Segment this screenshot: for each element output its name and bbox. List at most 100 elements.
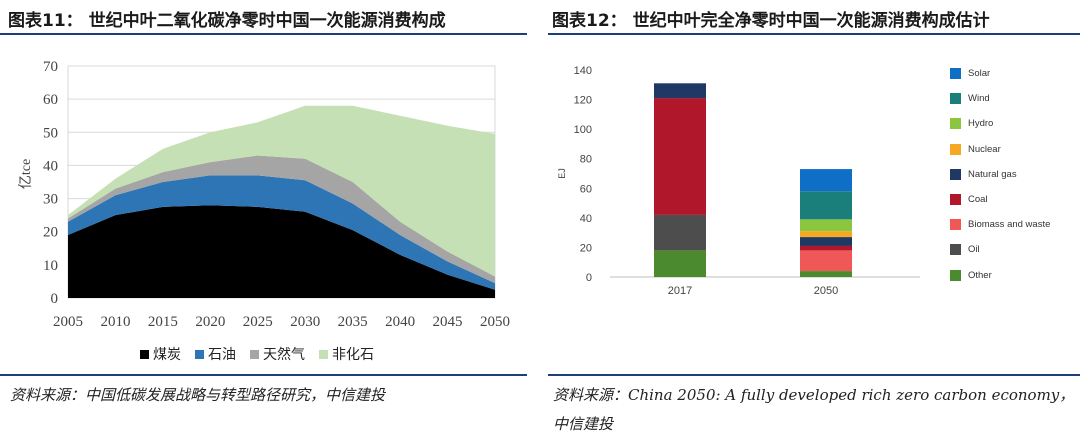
legend-swatch <box>950 244 961 256</box>
legend-swatch <box>250 349 259 359</box>
y-tick-label: 60 <box>43 92 58 108</box>
legend-item: Biomass and waste <box>950 212 1050 237</box>
y-tick-label: 140 <box>574 65 592 77</box>
bar-segment-Other <box>800 271 852 277</box>
legend-item: 石油 <box>195 344 236 364</box>
legend-swatch <box>950 219 961 231</box>
legend-item: 非化石 <box>319 344 374 364</box>
left-panel-title: 图表11： 世纪中叶二氧化碳净零时中国一次能源消费构成 <box>8 6 446 31</box>
legend-item: Nuclear <box>950 137 1050 162</box>
bar-segment-Natural gas <box>654 83 706 99</box>
bar-chart-legend: Solar Wind Hydro Nuclear Natural gas Coal Biom… <box>950 61 1050 288</box>
right-source-line2: 中信建投 <box>553 415 614 433</box>
legend-item: Other <box>950 263 1050 288</box>
legend-label: Coal <box>968 194 988 206</box>
y-tick-label: 60 <box>580 183 592 195</box>
legend-label: Other <box>968 269 992 281</box>
legend-label: Solar <box>968 68 991 80</box>
legend-swatch <box>195 349 204 359</box>
x-tick-label: 2045 <box>433 314 463 330</box>
legend-label: Wind <box>968 93 990 105</box>
y-tick-label: 40 <box>580 213 592 225</box>
stacked-bar-chart: 0 20 40 60 80 100 120 140 EJ 2017 2050 <box>557 65 920 297</box>
area-series-非化石 <box>68 105 495 277</box>
y-tick-label: 10 <box>43 258 58 274</box>
legend-label: 煤炭 <box>153 347 181 363</box>
right-panel-title: 图表12： 世纪中叶完全净零时中国一次能源消费构成估计 <box>552 6 990 31</box>
legend-item: Hydro <box>950 111 1050 136</box>
legend-swatch <box>950 168 961 180</box>
x-tick-label: 2005 <box>53 314 83 330</box>
legend-item: Natural gas <box>950 162 1050 187</box>
legend-item: Wind <box>950 86 1050 111</box>
legend-item: Solar <box>950 61 1050 86</box>
bar-segment-Nuclear <box>800 231 852 238</box>
left-chart-title: 世纪中叶二氧化碳净零时中国一次能源消费构成 <box>88 11 446 31</box>
left-figure-label: 图表11： <box>8 11 83 31</box>
legend-item: 煤炭 <box>140 344 181 364</box>
legend-item: Coal <box>950 187 1050 212</box>
bar-segment-Natural gas <box>800 237 852 246</box>
y-tick-label: 80 <box>580 154 592 166</box>
legend-swatch <box>950 194 961 206</box>
area-series-煤炭 <box>68 205 495 298</box>
y-tick-label: 100 <box>574 124 592 136</box>
y-tick-label: 50 <box>43 125 58 141</box>
left-title-rule <box>0 33 527 35</box>
x-tick-label: 2035 <box>338 314 368 330</box>
legend-label: 天然气 <box>263 347 305 363</box>
y-tick-label: 40 <box>43 158 58 174</box>
right-source-line1: 资料来源：China 2050: A fully developed rich … <box>553 386 1075 404</box>
legend-label: 石油 <box>208 347 236 363</box>
x-tick-label: 2025 <box>243 314 273 330</box>
bar-segment-Hydro <box>800 219 852 232</box>
legend-label: Oil <box>968 244 980 256</box>
legend-swatch <box>950 118 961 130</box>
legend-label: Nuclear <box>968 143 1001 155</box>
x-tick-label: 2050 <box>814 285 838 297</box>
x-tick-label: 2040 <box>385 314 415 330</box>
legend-swatch <box>950 93 961 105</box>
legend-item: 天然气 <box>250 344 305 364</box>
legend-swatch <box>950 143 961 155</box>
x-tick-label: 2017 <box>668 285 692 297</box>
legend-label: Hydro <box>968 118 994 130</box>
right-source-rule <box>548 374 1080 376</box>
legend-label: 非化石 <box>332 347 374 363</box>
y-tick-label: 120 <box>574 95 592 107</box>
legend-swatch <box>950 68 961 80</box>
bar-segment-Other <box>654 250 706 277</box>
bar-segment-Wind <box>800 191 852 220</box>
legend-swatch <box>140 349 149 359</box>
legend-label: Natural gas <box>968 168 1017 180</box>
y-axis-label: EJ <box>557 168 567 179</box>
x-tick-label: 2010 <box>100 314 130 330</box>
x-tick-label: 2050 <box>480 314 510 330</box>
legend-swatch <box>950 269 961 281</box>
legend-item: Oil <box>950 237 1050 262</box>
right-title-rule <box>548 33 1080 35</box>
x-tick-label: 2020 <box>195 314 225 330</box>
area-series-石油 <box>68 175 495 290</box>
right-figure-label: 图表12： <box>552 11 627 31</box>
bar-segment-Oil <box>654 214 706 251</box>
y-tick-label: 20 <box>43 225 58 241</box>
y-tick-label: 20 <box>580 242 592 254</box>
bar-segment-Coal <box>654 98 706 215</box>
y-axis-label: 亿tce <box>18 159 34 189</box>
right-chart-title: 世纪中叶完全净零时中国一次能源消费构成估计 <box>632 11 990 31</box>
x-tick-label: 2015 <box>148 314 178 330</box>
legend-swatch <box>319 349 328 359</box>
left-source-rule <box>0 374 527 376</box>
y-tick-label: 0 <box>51 291 59 307</box>
y-tick-label: 70 <box>43 59 58 75</box>
y-tick-label: 0 <box>586 272 592 284</box>
y-tick-label: 30 <box>43 192 58 208</box>
area-chart-legend: 煤炭 石油 天然气 非化石 <box>140 344 374 364</box>
legend-label: Biomass and waste <box>968 219 1051 231</box>
bar-segment-Coal <box>800 245 852 251</box>
bar-segment-Biomass and waste <box>800 250 852 272</box>
bar-segment-Solar <box>800 169 852 192</box>
left-source: 资料来源：中国低碳发展战略与转型路径研究，中信建投 <box>10 386 386 404</box>
